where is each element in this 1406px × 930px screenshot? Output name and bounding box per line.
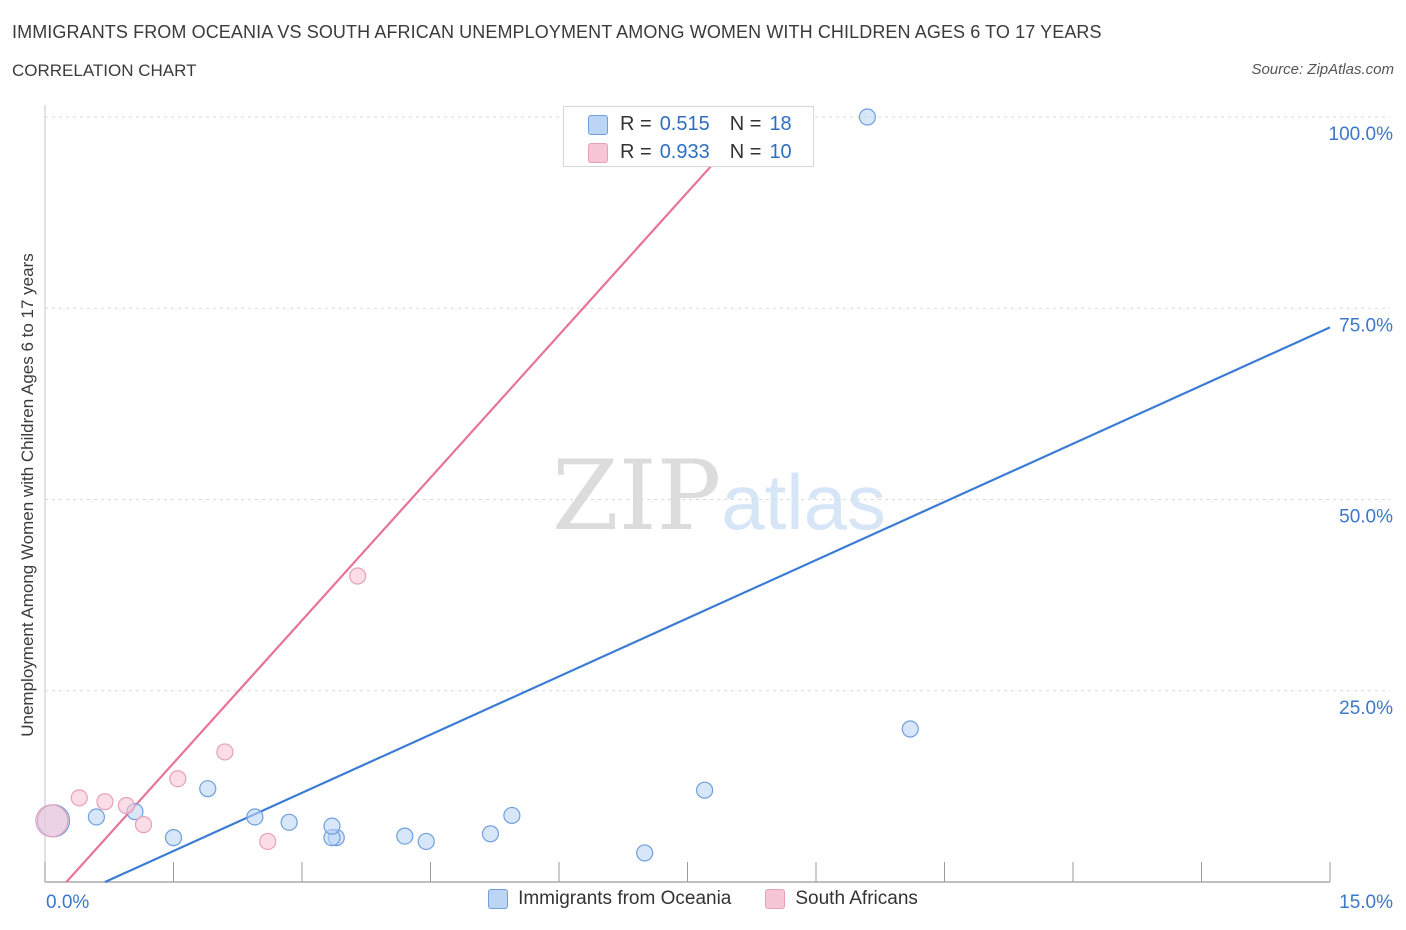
point-oceania [696, 781, 714, 799]
grid-lines [45, 116, 1390, 692]
n-value: 10 [769, 141, 792, 163]
legend-swatch-oceania [488, 889, 509, 909]
n-label: N = [729, 141, 762, 163]
point-south-africans [96, 793, 114, 811]
point-south-africans [70, 789, 88, 807]
legend-swatch-south-africans [588, 142, 608, 163]
y-tick-label: 50.0% [1339, 507, 1393, 528]
point-south-africans [259, 832, 277, 851]
legend-label-south-africans: South Africans [795, 888, 918, 909]
point-oceania [396, 827, 414, 845]
legend-item-south-africans[interactable]: South Africans [765, 888, 918, 910]
stats-row-south-africans: R = 0.933 N = 10 [588, 141, 792, 164]
point-south-africans [169, 770, 187, 788]
point-oceania [901, 720, 919, 738]
r-value: 0.515 [659, 113, 710, 135]
r-value: 0.933 [659, 141, 710, 163]
n-label: N = [729, 113, 762, 135]
source-label: Source: ZipAtlas.com [1251, 61, 1394, 78]
point-south-africans [216, 743, 234, 761]
point-oceania [280, 813, 298, 831]
n-value: 18 [769, 113, 792, 135]
x-tick-label: 0.0% [46, 892, 89, 913]
point-oceania [164, 829, 183, 847]
point-oceania [858, 108, 877, 126]
r-label: R = [620, 141, 652, 163]
trend-line-south-africans [65, 139, 736, 883]
y-tick-label: 100.0% [1329, 124, 1394, 145]
point-oceania [199, 780, 217, 798]
series-legend: Immigrants from Oceania South Africans [0, 888, 1406, 910]
data-points [35, 108, 919, 862]
point-oceania [417, 832, 435, 851]
y-tick-label: 25.0% [1339, 698, 1393, 719]
point-south-africans [35, 804, 69, 838]
point-oceania [503, 806, 521, 825]
x-tick-label: 15.0% [1339, 892, 1393, 913]
legend-item-oceania[interactable]: Immigrants from Oceania [488, 888, 731, 910]
point-south-africans [117, 796, 135, 815]
chart-title: IMMIGRANTS FROM OCEANIA VS SOUTH AFRICAN… [12, 22, 1102, 42]
point-south-africans [349, 567, 367, 585]
legend-label-oceania: Immigrants from Oceania [518, 888, 732, 909]
point-oceania [246, 808, 264, 826]
axes [44, 105, 1331, 883]
point-oceania [87, 808, 106, 826]
point-oceania [323, 817, 341, 835]
tick-labels: 25.0% 50.0% 75.0% 100.0% 0.0% 15.0% [46, 124, 1393, 913]
trend-line-oceania [104, 326, 1331, 884]
point-oceania [481, 825, 500, 843]
stats-legend: R = 0.515 N = 18 R = 0.933 N = 10 [563, 106, 814, 167]
y-tick-label: 75.0% [1339, 315, 1393, 336]
legend-swatch-south-africans [765, 889, 786, 909]
trend-lines [65, 139, 1331, 884]
stats-row-oceania: R = 0.515 N = 18 [588, 113, 792, 136]
point-south-africans [134, 816, 153, 834]
legend-swatch-oceania [588, 114, 608, 135]
r-label: R = [620, 113, 652, 135]
point-oceania [636, 844, 654, 862]
chart-subtitle: CORRELATION CHART [12, 61, 197, 80]
